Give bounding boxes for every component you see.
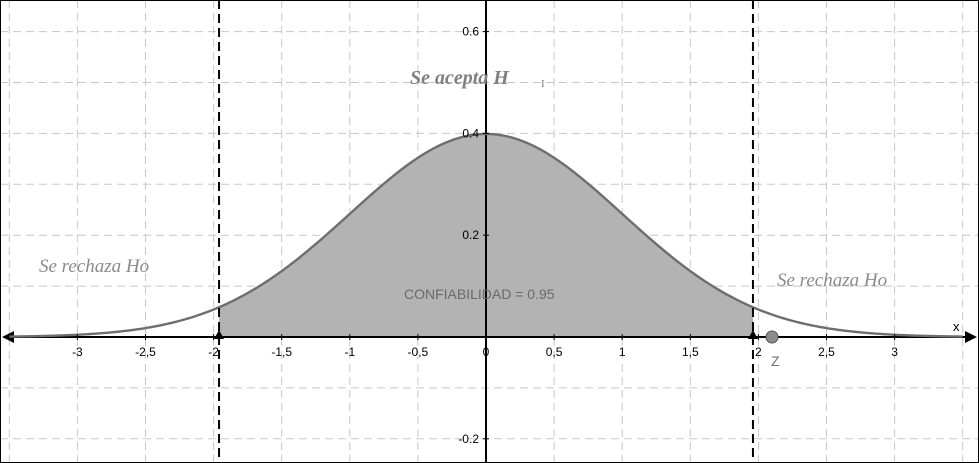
x-tick-label: -2 <box>208 345 219 359</box>
x-tick-label: 3 <box>891 345 898 359</box>
reject-left-label: Se rechaza Ho <box>39 256 149 277</box>
accept-region-subscript: I <box>541 78 545 90</box>
x-tick-label: -1 <box>344 345 355 359</box>
accept-region-label: Se acepta H <box>410 67 510 89</box>
reject-right-label: Se rechaza Ho <box>777 270 887 291</box>
x-tick-label: 2 <box>755 345 762 359</box>
z-point-label: Z <box>771 353 780 369</box>
point-markers <box>214 330 779 344</box>
x-axis-arrow-left <box>2 331 14 343</box>
y-tick-label: 0.4 <box>462 126 479 140</box>
z-point-marker <box>765 330 779 344</box>
critical-value-marker <box>747 330 758 339</box>
critical-value-marker <box>214 330 225 339</box>
y-tick-label: -0.2 <box>458 432 479 446</box>
x-tick-label: 2,5 <box>818 345 835 359</box>
x-tick-label: 0,5 <box>546 345 563 359</box>
critical-lines <box>218 0 754 463</box>
confidence-label: CONFIABILIDAD = 0.95 <box>404 286 555 302</box>
x-tick-label: 1 <box>619 345 626 359</box>
density-curve <box>9 132 963 338</box>
x-tick-label: -1,5 <box>271 345 292 359</box>
y-tick-label: 0.2 <box>462 228 479 242</box>
x-tick-label: 0 <box>483 345 490 359</box>
x-axis-label: x <box>953 319 960 334</box>
tick-labels: -3 -2,5 -2 -1,5 -1 -0,5 0 0,5 1 1,5 2 2,5 3 0.6 0.4 0.2… <box>72 25 898 446</box>
y-tick-label: 0.6 <box>462 25 479 39</box>
x-tick-label: -2,5 <box>135 345 156 359</box>
x-tick-label: -3 <box>72 345 83 359</box>
x-tick-label: 1,5 <box>682 345 699 359</box>
x-tick-label: -0,5 <box>408 345 429 359</box>
x-axis-arrow-right <box>965 331 977 343</box>
